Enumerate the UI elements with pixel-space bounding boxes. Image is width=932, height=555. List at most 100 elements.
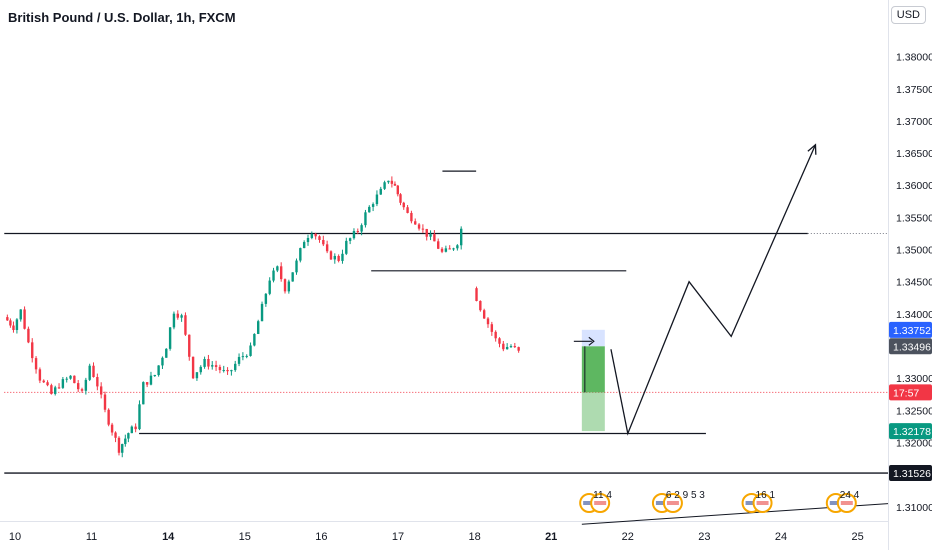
candle-body <box>390 180 394 184</box>
horizontal-levels[interactable] <box>4 170 888 474</box>
candle-body <box>325 244 329 252</box>
candle-body <box>360 225 363 232</box>
event-count-label: 6 2 9 5 3 <box>666 490 705 501</box>
price-tick-label: 1.38000 <box>896 52 932 64</box>
candle-body <box>341 253 344 261</box>
candle-body <box>117 437 121 453</box>
price-label-tag <box>889 423 932 440</box>
time-tick-label: 11 <box>86 531 97 543</box>
time-tick-label: 22 <box>622 531 634 543</box>
stop-loss-zone[interactable] <box>581 329 605 347</box>
candle-body <box>421 228 425 230</box>
price-axis[interactable]: 1.38000 1.37500 1.37000 1.36500 1.36000 1.355… <box>896 52 932 514</box>
entry-arrow-head[interactable] <box>588 336 595 346</box>
candle-body <box>168 327 172 349</box>
candle-body <box>226 369 229 372</box>
candle-body <box>276 266 279 271</box>
long-position-tool[interactable] <box>573 329 605 432</box>
event-badge-group[interactable]: 6 2 9 5 3 <box>651 490 705 513</box>
candle-body <box>459 228 463 246</box>
candle-body <box>406 207 409 213</box>
candle-body <box>399 194 402 203</box>
candle-body <box>356 230 359 232</box>
candle-body <box>142 382 145 405</box>
candle-body <box>99 386 103 395</box>
take-profit-zone[interactable] <box>581 392 605 432</box>
candle-body <box>396 185 400 195</box>
candle-body <box>486 318 490 325</box>
candle-body <box>371 204 375 207</box>
candle-body <box>368 206 371 213</box>
price-label-tag <box>889 384 932 401</box>
candle-body <box>393 183 397 186</box>
candle-body <box>505 346 509 350</box>
candle-body <box>253 333 256 346</box>
candle-body <box>230 370 233 372</box>
time-tick-label: 14 <box>162 531 175 543</box>
candle-body <box>333 255 337 260</box>
candle-body <box>61 379 65 388</box>
candle-body <box>448 248 451 250</box>
price-label-tag <box>889 338 932 355</box>
price-tick-label: 1.34500 <box>896 277 932 289</box>
candle-body <box>291 272 294 282</box>
candle-body <box>121 444 124 453</box>
flag-stripe <box>829 501 842 505</box>
currency-button[interactable]: USD <box>890 6 926 24</box>
price-tick-label: 1.37500 <box>896 84 932 96</box>
take-profit-zone-filled[interactable] <box>581 346 605 393</box>
candle-body <box>482 310 486 319</box>
time-tick-label: 15 <box>239 531 251 543</box>
candle-body <box>452 248 455 250</box>
candle-body <box>27 328 30 343</box>
candle-body <box>237 356 241 364</box>
event-badge-group[interactable]: 16 1 <box>741 490 776 513</box>
event-badge-group[interactable]: 11 4 <box>579 490 612 513</box>
candle-body <box>157 365 160 376</box>
candle-body <box>383 182 386 189</box>
candle-body <box>479 300 482 311</box>
time-tick-label: 18 <box>468 531 480 543</box>
candle-body <box>114 432 117 438</box>
price-tick-label: 1.34000 <box>896 309 932 321</box>
price-tick-label: 1.36500 <box>896 148 932 160</box>
time-axis[interactable]: 10 11 14 15 16 17 18 21 22 23 24 25 <box>9 531 864 543</box>
candlestick-series <box>6 176 520 458</box>
time-tick-label: 25 <box>851 531 863 543</box>
candle-body <box>180 315 183 318</box>
candle-body <box>502 343 505 350</box>
candle-body <box>12 325 15 331</box>
price-label-text: 17:57 <box>893 387 919 399</box>
candle-body <box>417 224 421 229</box>
candle-body <box>211 365 214 367</box>
candle-body <box>402 202 405 208</box>
flag-stripe <box>583 501 596 505</box>
candle-body <box>15 319 19 331</box>
candle-body <box>498 338 501 344</box>
candle-body <box>207 358 210 367</box>
candle-body <box>214 365 218 367</box>
candle-body <box>414 221 417 225</box>
candle-body <box>306 237 310 243</box>
candle-body <box>76 383 80 390</box>
price-tick-label: 1.35500 <box>896 212 932 224</box>
candle-body <box>80 389 84 391</box>
chart-title: British Pound / U.S. Dollar, 1h, FXCM <box>8 10 236 25</box>
candle-body <box>149 375 153 385</box>
candle-body <box>222 369 225 371</box>
candle-body <box>440 248 444 252</box>
projection-arrow-head[interactable] <box>807 143 817 155</box>
flag-stripe <box>655 501 668 505</box>
economic-events[interactable]: 11 4 6 2 9 5 3 16 1 24 4 <box>579 490 860 513</box>
candle-body <box>295 260 298 273</box>
candle-body <box>195 372 199 379</box>
candle-body <box>387 180 390 183</box>
candle-body <box>279 266 283 280</box>
time-tick-label: 16 <box>315 531 327 543</box>
projection-zigzag-line[interactable] <box>610 144 817 436</box>
candle-body <box>153 375 156 377</box>
event-badge-group[interactable]: 24 4 <box>825 490 860 513</box>
price-labels: 1.33752 1.33496 17:57 1.32178 1.31526 <box>889 321 932 482</box>
